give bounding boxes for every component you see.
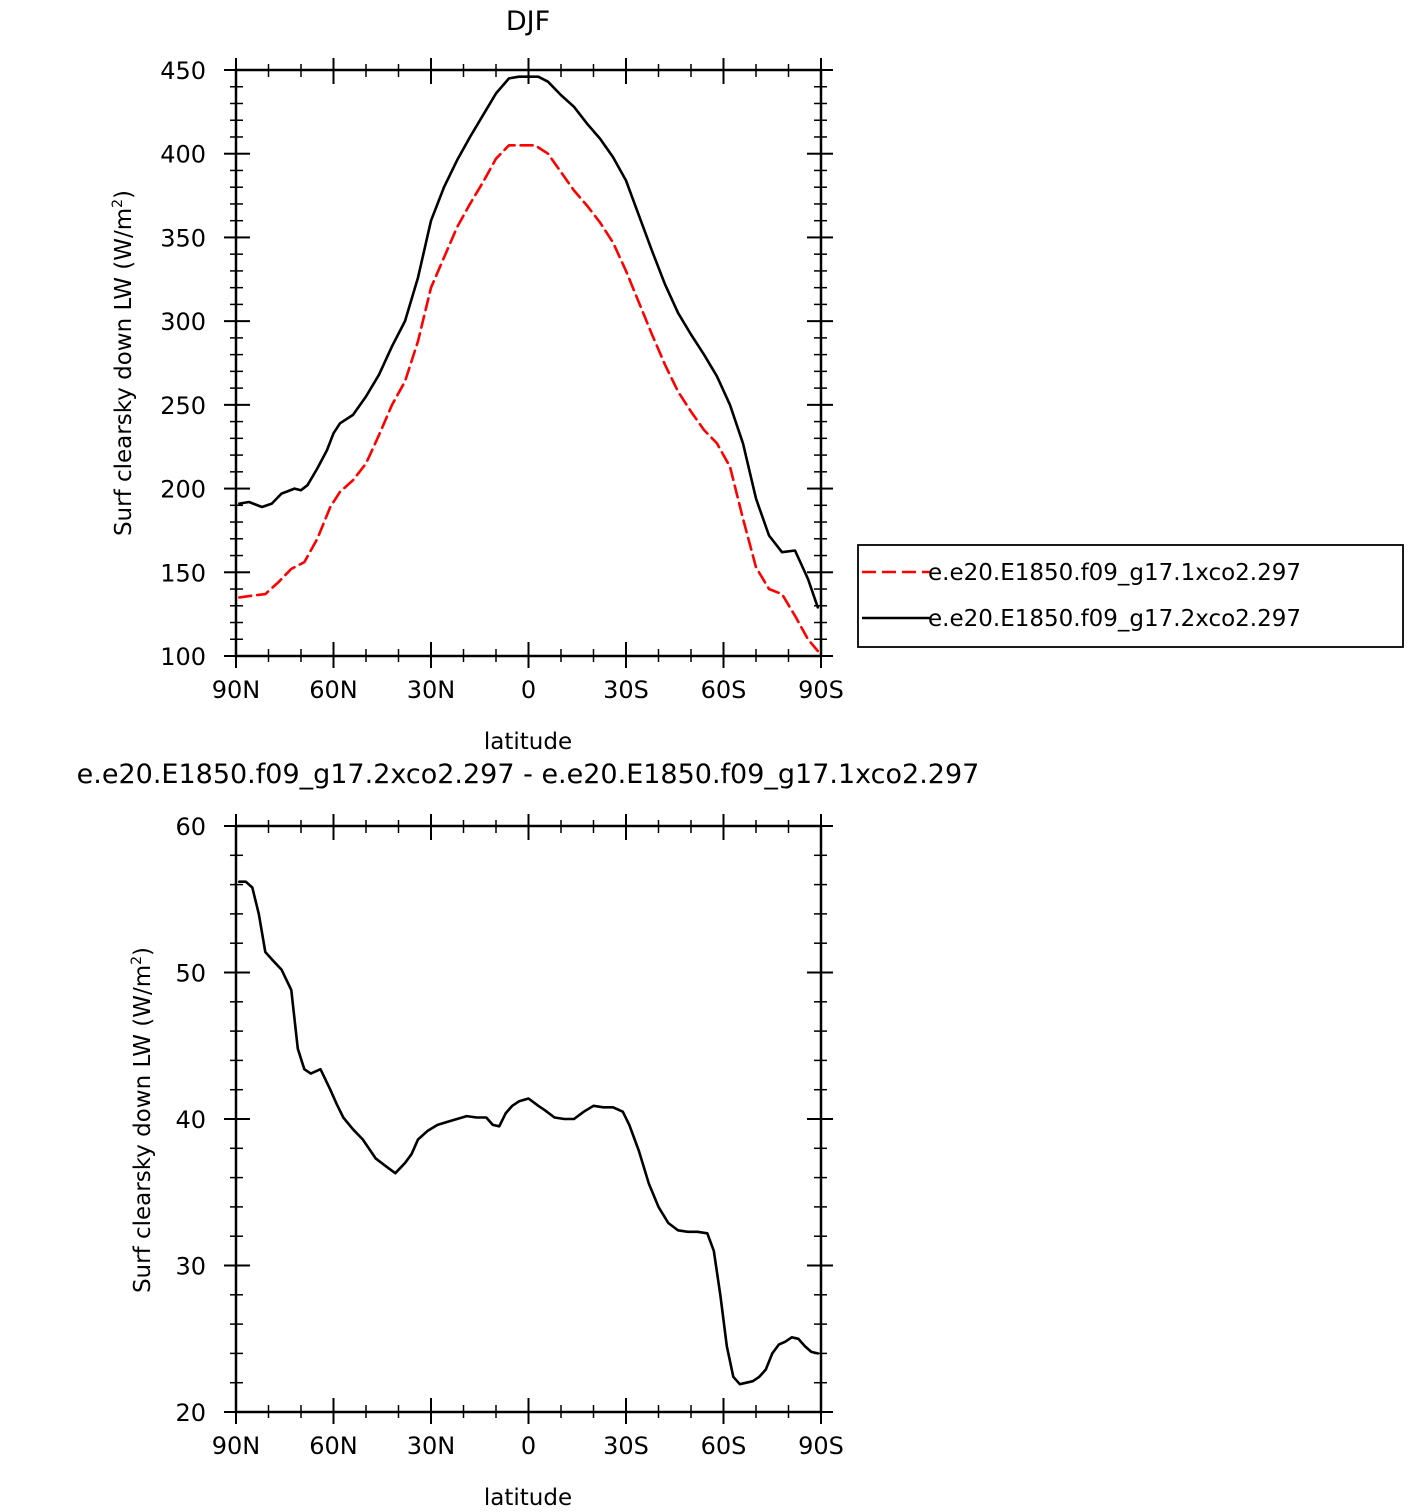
top-y-axis-label-superscript: 2	[110, 199, 126, 208]
bottom-y-tick-label: 40	[175, 1106, 206, 1134]
top-x-tick-label: 30S	[603, 676, 649, 704]
top-y-tick-label: 400	[160, 141, 206, 169]
top-y-tick-label: 200	[160, 476, 206, 504]
bottom-y-axis-label-superscript: 2	[129, 956, 145, 965]
bottom-x-tick-label: 30S	[603, 1432, 649, 1460]
bottom-y-tick-label: 50	[175, 960, 206, 988]
top-chart-title: DJF	[506, 6, 550, 37]
legend-entry-2xco2: e.e20.E1850.f09_g17.2xco2.297	[862, 606, 1301, 632]
top-x-tick-label: 0	[521, 676, 536, 704]
top-y-tick-label: 350	[160, 224, 206, 252]
top-y-axis-label-end: )	[111, 190, 137, 199]
top-series-line-1	[238, 75, 820, 609]
bottom-x-tick-label: 90N	[212, 1432, 261, 1460]
bottom-x-tick-label: 60S	[701, 1432, 747, 1460]
top-y-tick-label: 250	[160, 392, 206, 420]
top-chart-panel: DJF Surf clearsky down LW (W/m2) latitud…	[110, 6, 844, 755]
top-plot-frame	[234, 68, 823, 658]
bottom-y-tick-label: 20	[175, 1399, 206, 1427]
bottom-series-line-0	[238, 880, 820, 1386]
top-x-axis-label: latitude	[484, 729, 572, 755]
legend-box	[857, 544, 1404, 648]
top-x-tick-label: 90N	[212, 676, 261, 704]
bottom-chart-title: e.e20.E1850.f09_g17.2xco2.297 - e.e20.E1…	[77, 759, 980, 790]
top-y-tick-label: 150	[160, 559, 206, 587]
bottom-plot-frame	[234, 824, 823, 1414]
top-y-axis-label: Surf clearsky down LW (W/m2)	[110, 190, 137, 536]
top-data-lines	[238, 75, 820, 653]
bottom-data-lines	[238, 880, 820, 1386]
top-x-tick-label: 90S	[798, 676, 844, 704]
bottom-x-tick-label: 60N	[309, 1432, 358, 1460]
bottom-x-tick-label: 0	[521, 1432, 536, 1460]
bottom-x-tick-label: 30N	[407, 1432, 456, 1460]
top-x-tick-label: 60S	[701, 676, 747, 704]
bottom-y-axis-label-end: )	[130, 947, 156, 956]
legend-entry-1xco2: e.e20.E1850.f09_g17.1xco2.297	[862, 560, 1301, 586]
bottom-y-tick-label: 30	[175, 1253, 206, 1281]
legend: e.e20.E1850.f09_g17.1xco2.297 e.e20.E185…	[857, 544, 1404, 648]
top-series-line-0	[238, 144, 820, 653]
bottom-y-axis-label-main: Surf clearsky down LW (W/m	[130, 965, 156, 1293]
top-y-tick-label: 450	[160, 57, 206, 85]
bottom-y-axis-label: Surf clearsky down LW (W/m2)	[129, 947, 156, 1293]
top-x-tick-label: 60N	[309, 676, 358, 704]
legend-label-2xco2: e.e20.E1850.f09_g17.2xco2.297	[928, 606, 1301, 632]
bottom-axis-ticks: 90N 60N 30N 0 30S 60S 90S 20 30 40 50 60	[175, 813, 843, 1460]
bottom-y-tick-label: 60	[175, 813, 206, 841]
top-x-tick-label: 30N	[407, 676, 456, 704]
top-y-axis-label-main: Surf clearsky down LW (W/m	[111, 208, 137, 536]
legend-label-1xco2: e.e20.E1850.f09_g17.1xco2.297	[928, 560, 1301, 586]
bottom-chart-panel: e.e20.E1850.f09_g17.2xco2.297 - e.e20.E1…	[77, 759, 980, 1511]
bottom-x-axis-label: latitude	[484, 1485, 572, 1511]
top-y-tick-label: 100	[160, 643, 206, 671]
top-y-tick-label: 300	[160, 308, 206, 336]
bottom-x-tick-label: 90S	[798, 1432, 844, 1460]
top-axis-ticks: 90N 60N 30N 0 30S 60S 90S 100 150 200 250 300 350 400…	[160, 57, 844, 704]
